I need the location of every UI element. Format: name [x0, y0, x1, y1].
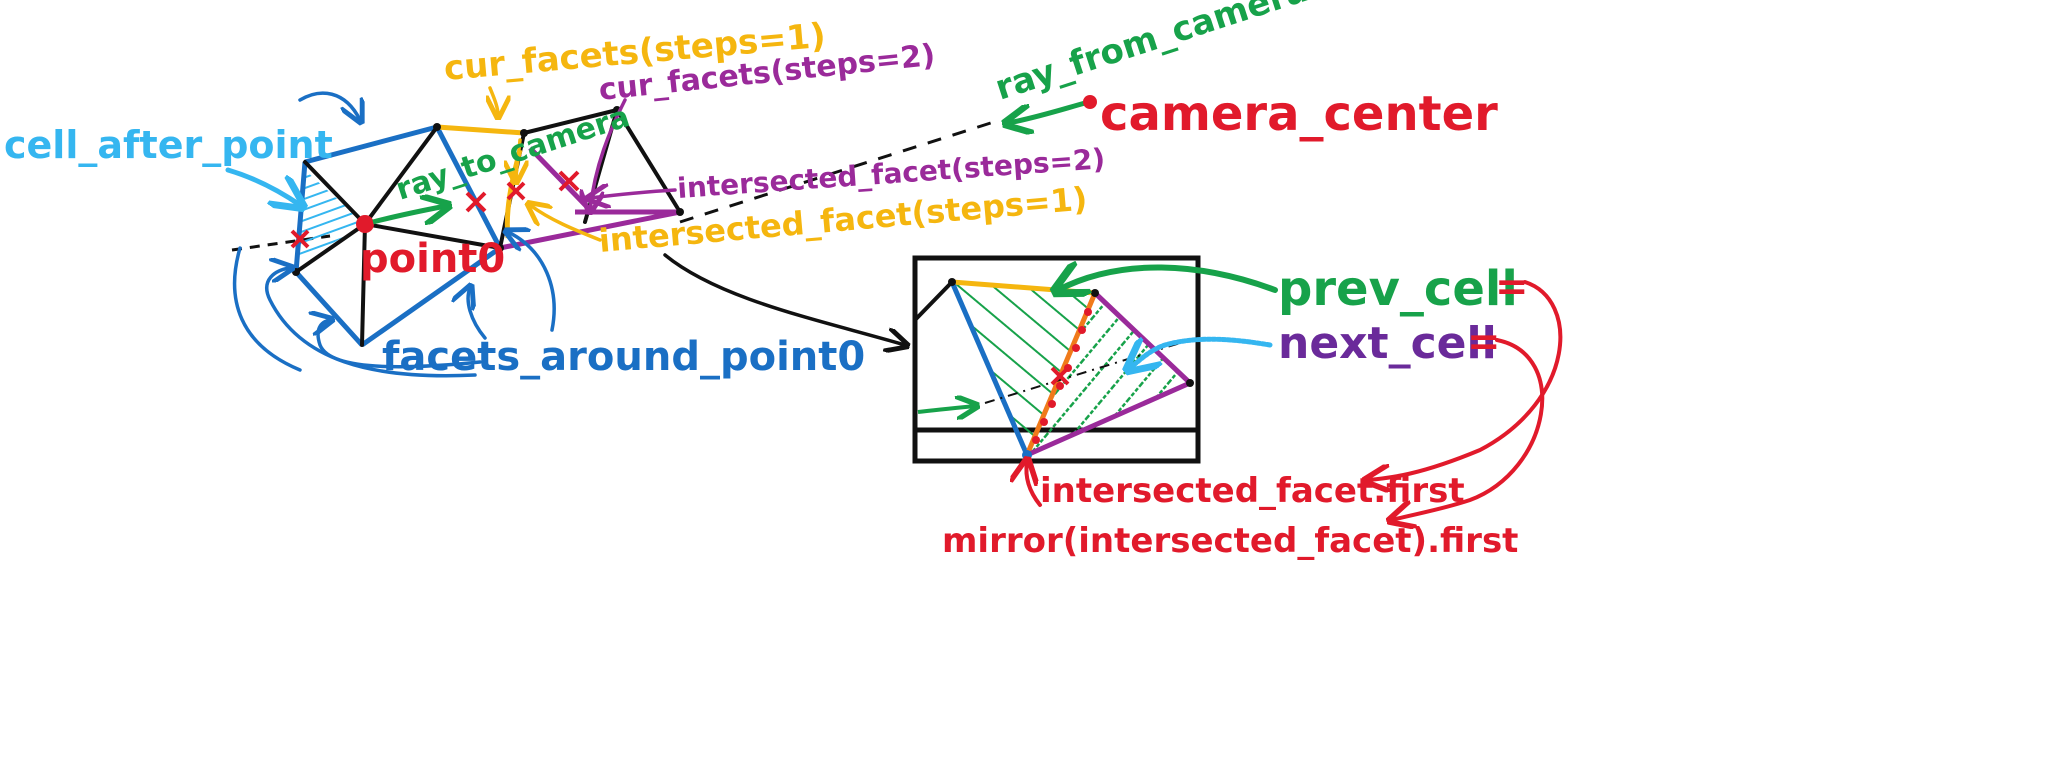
zoom-ray-arrow [917, 406, 975, 412]
facets-arrow [318, 320, 482, 369]
cell-after-point-hatch [298, 170, 365, 264]
facets-arrow [468, 288, 487, 340]
annotation-arrows [225, 86, 1088, 378]
point0-dot [356, 215, 374, 233]
ray-to-camera-arrow [372, 206, 446, 222]
prev-cell-arrow [1058, 267, 1278, 290]
intersected-facet-2-arrow [590, 190, 677, 198]
next-cell-eq-arrow [1392, 338, 1545, 520]
facet-outline-blue [304, 124, 438, 165]
prev-cell-hatch [952, 282, 1095, 455]
prev-cell-eq-arrow [1368, 280, 1563, 480]
facets-arrow [508, 232, 556, 332]
cell-after-point-arrow [225, 167, 300, 205]
label-mirror-intersected-facet-first: mirror(intersected_facet).first [942, 521, 1518, 561]
label-camera-center: camera_center [1100, 86, 1498, 142]
camera-center-dot [1083, 95, 1097, 109]
intersection-markers [290, 170, 580, 249]
label-facets-around-point0: facets_around_point0 [382, 334, 865, 380]
facets-arrow [298, 91, 360, 120]
intersected-facet-1-arrow [530, 205, 602, 242]
intersected-facet-first-arrow [1026, 462, 1042, 507]
facets-arrow [232, 246, 302, 372]
label-intersected-facet-first: intersected_facet.first [1040, 471, 1465, 511]
label-point0: point0 [360, 236, 505, 282]
intersected-facet-dots [1032, 308, 1092, 444]
label-next-cell: next_cell [1278, 318, 1497, 369]
facet-outline-blue [360, 245, 502, 348]
zoom-arrow [663, 253, 905, 345]
next-cell-hatch [1027, 293, 1190, 455]
facets-arrow [265, 268, 477, 378]
vertex-dots [292, 106, 684, 276]
label-prev-cell: prev_cell [1278, 261, 1518, 317]
ray-dashed-line [679, 118, 1001, 224]
next-cell-arrow [1130, 336, 1273, 368]
label-next-cell-eq: = [1467, 319, 1501, 365]
cur-facets-1-arrow [516, 138, 520, 180]
facet-outline-blue [434, 125, 503, 250]
cur-facets-1-arrow [490, 86, 498, 115]
right-arrows [1026, 267, 1563, 520]
label-prev-cell-eq: = [1495, 264, 1529, 310]
label-cell-after-point: cell_after_point [4, 123, 333, 167]
intersection-marker [1050, 366, 1070, 386]
ray-from-camera-arrow [1008, 100, 1088, 123]
